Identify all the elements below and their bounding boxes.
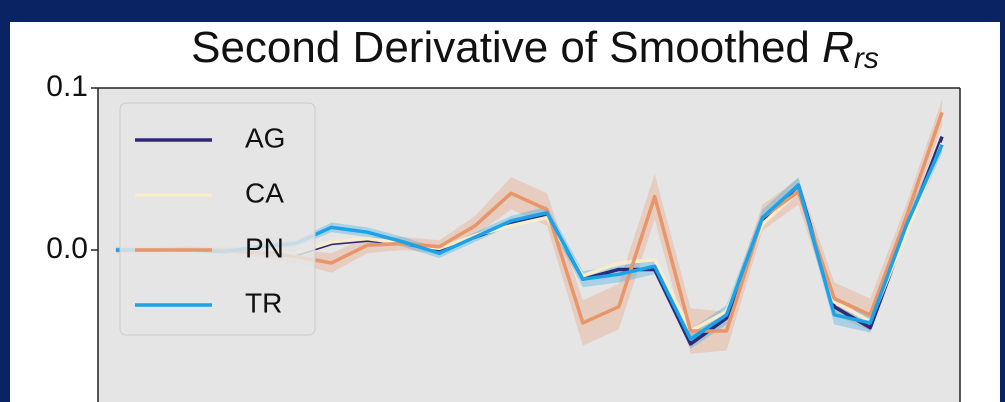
title-text: Second Derivative of Smoothed [191, 23, 822, 72]
legend-box [119, 102, 316, 336]
legend: AG CA PN TR [119, 102, 316, 336]
chart-title: Second Derivative of Smoothed Rrs [191, 23, 879, 75]
legend-label: CA [245, 177, 284, 208]
plot-group: 0.0 0.1 [46, 70, 944, 354]
legend-label: TR [245, 287, 282, 318]
legend-label: PN [245, 232, 284, 263]
title-symbol: R [822, 23, 854, 72]
y-tick-label: 0.1 [46, 70, 88, 103]
legend-label: AG [245, 122, 285, 153]
title-subscript: rs [854, 42, 879, 75]
y-tick-label: 0.0 [46, 232, 88, 265]
